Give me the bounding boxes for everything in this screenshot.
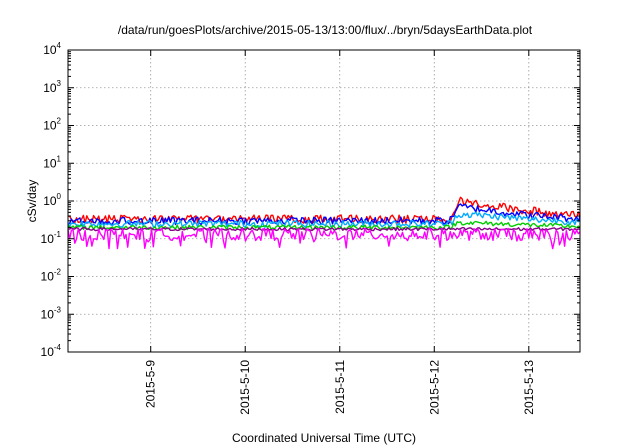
series-line (67, 227, 581, 250)
series-group (67, 196, 581, 250)
y-tick-label: 10-1 (41, 230, 62, 246)
y-tick-label: 10-4 (41, 343, 62, 359)
y-tick-base: 10 (41, 345, 55, 359)
y-tick-exponent: 2 (57, 117, 62, 126)
y-tick-label: 10-2 (41, 268, 62, 284)
y-tick-label: 102 (43, 117, 61, 133)
x-tick-label: 2015-5-11 (333, 360, 347, 414)
y-tick-base: 10 (41, 232, 55, 246)
x-axis-label: Coordinated Universal Time (UTC) (232, 431, 416, 445)
series-line (67, 203, 581, 226)
y-tick-label: 103 (43, 79, 61, 95)
y-tick-exponent: -1 (54, 230, 62, 239)
chart-title: /data/run/goesPlots/archive/2015-05-13/1… (118, 23, 533, 37)
y-tick-base: 10 (43, 43, 57, 57)
series-line (67, 211, 581, 228)
x-axis: 2015-5-9 2015-5-10 2015-5-11 2015-5-12 2015-… (144, 50, 536, 415)
y-tick-base: 10 (43, 156, 57, 170)
y-tick-exponent: -2 (54, 268, 62, 277)
y-tick-label: 101 (43, 154, 61, 170)
y-tick-exponent: -3 (54, 305, 62, 314)
y-tick-exponent: 4 (57, 41, 62, 50)
y-tick-base: 10 (43, 119, 57, 133)
y-tick-base: 10 (43, 81, 57, 95)
y-axis-label: cSv/day (25, 180, 39, 223)
y-tick-base: 10 (41, 307, 55, 321)
y-tick-label: 100 (43, 192, 61, 208)
y-tick-exponent: 1 (57, 154, 62, 163)
y-tick-exponent: 3 (57, 79, 62, 88)
y-tick-exponent: -4 (54, 343, 62, 352)
x-tick-label: 2015-5-10 (238, 360, 252, 415)
y-tick-exponent: 0 (57, 192, 62, 201)
grid (68, 49, 580, 353)
x-tick-label: 2015-5-13 (522, 360, 536, 415)
y-tick-base: 10 (43, 194, 57, 208)
x-tick-label: 2015-5-12 (427, 360, 441, 415)
y-tick-base: 10 (41, 270, 55, 284)
x-tick-label: 2015-5-9 (144, 360, 158, 408)
y-tick-label: 10-3 (41, 305, 62, 321)
y-tick-label: 104 (43, 41, 61, 57)
